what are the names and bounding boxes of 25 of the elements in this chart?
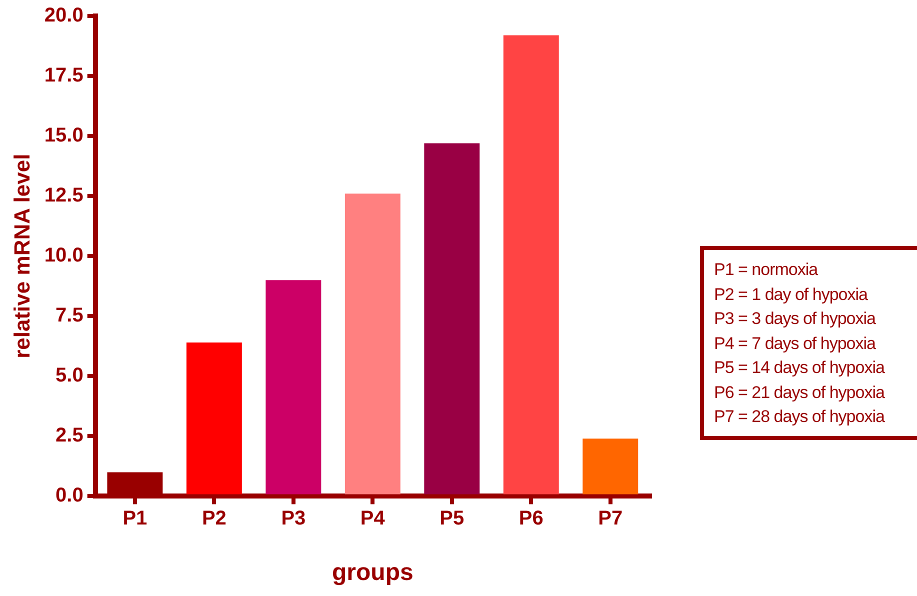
text: P2 = 1 day of hypoxia bbox=[714, 284, 869, 306]
x-tick-label: P3 bbox=[281, 508, 306, 530]
x-axis-title: groups bbox=[332, 559, 414, 586]
y-tick-label: 0.0 bbox=[56, 484, 84, 507]
text: P6 = 21 days of hypoxia bbox=[714, 382, 886, 404]
text: P5 = 14 days of hypoxia bbox=[714, 357, 886, 379]
x-tick-label: P1 bbox=[122, 508, 148, 530]
y-tick-label: 15.0 bbox=[44, 124, 84, 147]
x-tick-label: P2 bbox=[202, 508, 226, 530]
x-tick-label: P7 bbox=[598, 508, 623, 530]
y-tick-label: 10.0 bbox=[44, 244, 84, 267]
x-tick-label: P4 bbox=[360, 508, 386, 530]
y-tick-label: 17.5 bbox=[44, 64, 84, 87]
y-tick-label: 20.0 bbox=[44, 4, 84, 27]
y-tick-label: 5.0 bbox=[56, 364, 84, 387]
text: P3 = 3 days of hypoxia bbox=[714, 308, 877, 330]
y-axis-title: relative mRNA level bbox=[9, 154, 34, 358]
y-tick-label: 7.5 bbox=[56, 304, 84, 327]
text: P4 = 7 days of hypoxia bbox=[714, 332, 877, 354]
x-tick-label: P6 bbox=[518, 508, 544, 530]
y-tick-label: 2.5 bbox=[56, 424, 84, 447]
y-tick-label: 12.5 bbox=[44, 184, 84, 207]
text: P7 = 28 days of hypoxia bbox=[714, 406, 886, 428]
x-tick-label: P5 bbox=[440, 508, 464, 530]
text: P1 = normoxia bbox=[714, 259, 820, 281]
